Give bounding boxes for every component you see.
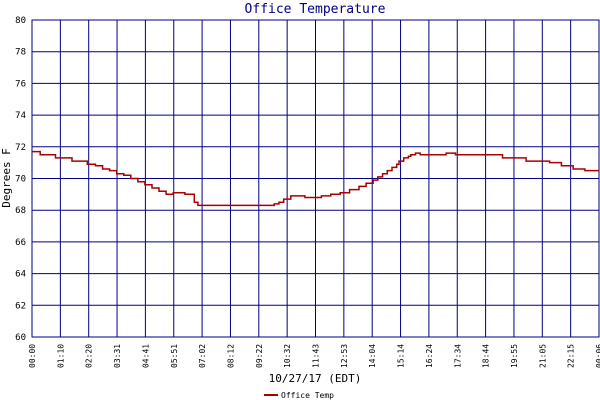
- x-tick-label: 02:20: [85, 344, 94, 368]
- x-tick-label: 21:05: [538, 344, 547, 368]
- x-tick-label: 15:14: [397, 344, 406, 368]
- x-tick-label: 03:31: [113, 344, 122, 368]
- x-tick-label: 11:43: [312, 344, 321, 368]
- x-tick-label: 17:34: [453, 344, 462, 368]
- x-tick-label: 19:55: [510, 344, 519, 368]
- series-group: [32, 150, 599, 207]
- y-tick-label: 60: [15, 333, 26, 343]
- x-axis-label: 10/27/17 (EDT): [269, 372, 362, 385]
- x-tick-label: 16:24: [425, 344, 434, 368]
- y-tick-label: 72: [15, 143, 26, 153]
- y-tick-label: 68: [15, 206, 26, 216]
- y-tick-label: 80: [15, 16, 26, 26]
- y-tick-label: 64: [15, 270, 26, 280]
- chart-title: Office Temperature: [245, 2, 386, 17]
- y-tick-label: 76: [15, 79, 26, 89]
- x-tick-label: 04:41: [141, 344, 150, 368]
- y-axis-label: Degrees F: [0, 148, 13, 208]
- x-tick-label: 08:12: [226, 344, 235, 368]
- legend-label: Office Temp: [281, 391, 334, 400]
- x-tick-label: 00:06: [595, 344, 600, 368]
- y-tick-label: 70: [15, 175, 26, 185]
- legend: Office Temp: [264, 391, 334, 400]
- x-tick-label: 12:53: [340, 344, 349, 368]
- x-tick-label: 01:10: [56, 344, 65, 368]
- series-line-office-temp: [32, 150, 599, 207]
- x-tick-label: 22:15: [567, 344, 576, 368]
- y-tick-labels: 60 62 64 66 68 70 72 74 76 78 80: [15, 16, 26, 343]
- x-tick-label: 00:00: [28, 344, 37, 368]
- grid: [31, 19, 600, 338]
- x-tick-label: 09:22: [255, 344, 264, 368]
- x-tick-labels: 00:00 01:10 02:20 03:31 04:41 05:51 07:02 08:12…: [28, 344, 600, 368]
- y-tick-label: 74: [15, 111, 26, 121]
- x-tick-label: 05:51: [170, 344, 179, 368]
- y-tick-label: 78: [15, 48, 26, 58]
- x-tick-label: 07:02: [198, 344, 207, 368]
- y-tick-label: 62: [15, 301, 26, 311]
- x-tick-label: 14:04: [368, 344, 377, 368]
- y-tick-label: 66: [15, 238, 26, 248]
- x-tick-label: 18:44: [482, 344, 491, 368]
- x-tick-label: 10:32: [283, 344, 292, 368]
